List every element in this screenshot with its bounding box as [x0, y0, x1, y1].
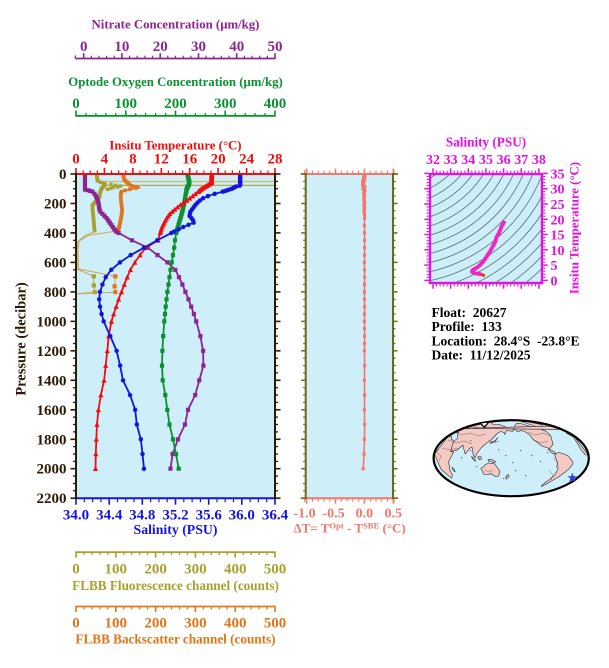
- svg-text:200: 200: [144, 615, 167, 631]
- svg-text:5: 5: [551, 259, 558, 274]
- svg-text:0: 0: [551, 274, 558, 289]
- svg-text:800: 800: [44, 285, 67, 301]
- svg-text:400: 400: [224, 615, 247, 631]
- svg-text:20: 20: [551, 213, 565, 228]
- svg-text:34.4: 34.4: [96, 508, 123, 524]
- svg-text:-1.0: -1.0: [294, 506, 316, 521]
- svg-text:0.0: 0.0: [356, 506, 374, 521]
- svg-text:200: 200: [144, 561, 167, 577]
- svg-text:Date: 11/12/2025: Date: 11/12/2025: [432, 348, 531, 363]
- svg-text:0: 0: [72, 615, 80, 631]
- svg-text:0: 0: [72, 96, 80, 112]
- svg-text:0: 0: [72, 152, 80, 168]
- svg-text:34.0: 34.0: [63, 508, 89, 524]
- svg-text:36.0: 36.0: [229, 508, 255, 524]
- svg-text:20: 20: [211, 152, 226, 168]
- svg-text:35.2: 35.2: [162, 508, 188, 524]
- svg-text:34: 34: [461, 153, 475, 168]
- svg-text:35: 35: [551, 167, 565, 182]
- svg-text:500: 500: [264, 561, 287, 577]
- svg-text:1000: 1000: [37, 314, 67, 330]
- svg-text:28: 28: [268, 152, 283, 168]
- svg-text:400: 400: [44, 226, 67, 242]
- svg-text:25: 25: [551, 198, 565, 213]
- svg-text:35.6: 35.6: [196, 508, 223, 524]
- svg-text:37: 37: [514, 153, 528, 168]
- svg-text:100: 100: [105, 561, 128, 577]
- svg-text:0: 0: [80, 39, 88, 55]
- svg-text:Nitrate Concentration (μm/kg): Nitrate Concentration (μm/kg): [92, 18, 260, 32]
- svg-text:34.8: 34.8: [129, 508, 155, 524]
- svg-text:33: 33: [444, 153, 458, 168]
- svg-text:Float: 20627: Float: 20627: [432, 305, 507, 320]
- svg-text:30: 30: [191, 39, 206, 55]
- svg-text:30: 30: [551, 183, 565, 198]
- svg-text:ΔT= TOpt - TSBE (°C): ΔT= TOpt - TSBE (°C): [294, 521, 406, 536]
- svg-text:Optode Oxygen Concentration (μ: Optode Oxygen Concentration (μm/kg): [68, 75, 283, 89]
- svg-text:1200: 1200: [37, 344, 67, 360]
- svg-text:300: 300: [214, 96, 237, 112]
- svg-text:1400: 1400: [37, 373, 67, 389]
- svg-text:Pressure (decibar): Pressure (decibar): [14, 282, 30, 396]
- svg-text:32: 32: [426, 153, 440, 168]
- svg-text:4: 4: [101, 152, 109, 168]
- svg-text:38: 38: [532, 153, 546, 168]
- svg-text:300: 300: [184, 615, 207, 631]
- svg-text:400: 400: [224, 561, 247, 577]
- svg-text:10: 10: [551, 244, 565, 259]
- svg-text:600: 600: [44, 255, 67, 271]
- svg-text:FLBB Fluorescence channel (cou: FLBB Fluorescence channel (counts): [72, 578, 279, 593]
- svg-text:0: 0: [72, 561, 80, 577]
- svg-text:Insitu Temperature (°C): Insitu Temperature (°C): [568, 162, 582, 294]
- svg-text:Salinity (PSU): Salinity (PSU): [134, 522, 218, 538]
- svg-text:15: 15: [551, 229, 565, 244]
- svg-text:200: 200: [44, 197, 67, 213]
- svg-text:FLBB Backscatter channel (coun: FLBB Backscatter channel (counts): [75, 632, 275, 647]
- svg-text:36: 36: [497, 153, 511, 168]
- svg-text:20: 20: [153, 39, 168, 55]
- svg-text:Location: 28.4°S -23.8°E: Location: 28.4°S -23.8°E: [432, 333, 580, 348]
- svg-text:100: 100: [115, 96, 138, 112]
- svg-text:35: 35: [479, 153, 493, 168]
- svg-text:400: 400: [264, 96, 287, 112]
- svg-text:12: 12: [154, 152, 169, 168]
- svg-text:16: 16: [182, 152, 198, 168]
- svg-text:0: 0: [59, 167, 67, 183]
- svg-text:500: 500: [264, 615, 287, 631]
- svg-text:Insitu Temperature (°C): Insitu Temperature (°C): [109, 138, 241, 152]
- svg-text:Profile: 133: Profile: 133: [432, 319, 502, 334]
- svg-text:0.5: 0.5: [385, 506, 403, 521]
- svg-text:Salinity (PSU): Salinity (PSU): [446, 134, 526, 149]
- svg-text:8: 8: [129, 152, 137, 168]
- svg-text:36.4: 36.4: [262, 508, 289, 524]
- svg-text:40: 40: [229, 39, 244, 55]
- svg-text:-0.5: -0.5: [322, 506, 344, 521]
- svg-text:50: 50: [268, 39, 283, 55]
- svg-text:200: 200: [164, 96, 187, 112]
- svg-text:1600: 1600: [37, 403, 67, 419]
- svg-text:2200: 2200: [37, 491, 67, 507]
- svg-text:1800: 1800: [37, 432, 67, 448]
- svg-text:10: 10: [114, 39, 129, 55]
- svg-text:24: 24: [239, 152, 255, 168]
- svg-text:100: 100: [105, 615, 128, 631]
- svg-text:2000: 2000: [37, 462, 67, 478]
- svg-text:300: 300: [184, 561, 207, 577]
